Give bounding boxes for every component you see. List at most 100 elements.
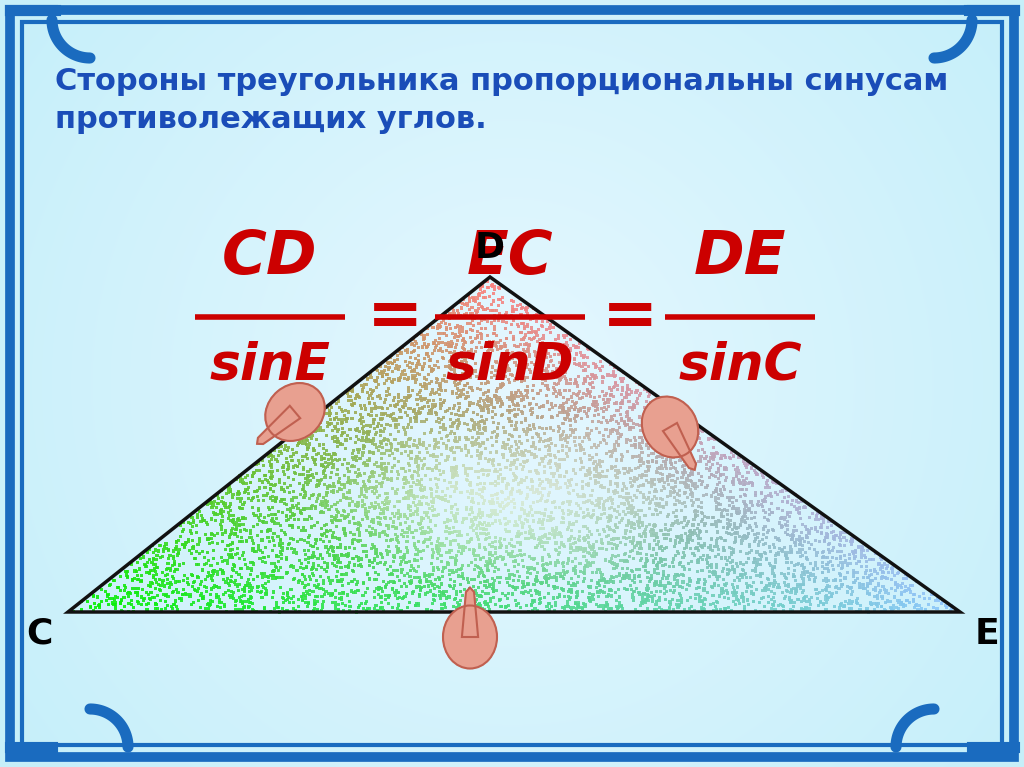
Point	[531, 458, 548, 470]
Point	[908, 575, 925, 588]
Point	[449, 351, 465, 364]
Point	[841, 581, 857, 594]
Point	[634, 431, 650, 443]
Point	[400, 502, 417, 515]
Point	[537, 536, 553, 548]
Point	[334, 427, 350, 439]
Point	[783, 544, 800, 556]
Point	[202, 570, 218, 582]
Point	[847, 546, 863, 558]
Point	[639, 460, 655, 472]
Point	[228, 473, 245, 486]
Point	[127, 565, 143, 578]
Point	[465, 436, 481, 449]
Point	[396, 423, 413, 436]
Point	[148, 598, 165, 611]
Point	[652, 435, 669, 447]
Point	[542, 481, 558, 493]
Point	[417, 588, 433, 600]
Point	[339, 476, 355, 489]
Point	[592, 480, 608, 492]
Point	[585, 452, 601, 464]
Point	[519, 561, 536, 574]
Point	[188, 527, 205, 539]
Point	[371, 581, 387, 594]
Point	[540, 449, 556, 461]
Point	[482, 304, 499, 317]
Point	[837, 599, 853, 611]
Point	[628, 441, 644, 453]
Point	[518, 311, 535, 324]
Point	[837, 527, 853, 539]
Point	[681, 445, 697, 457]
Point	[836, 601, 852, 613]
Point	[532, 486, 549, 499]
Point	[450, 423, 466, 435]
Point	[598, 576, 614, 588]
Point	[269, 530, 286, 542]
Point	[394, 439, 411, 452]
Point	[553, 388, 569, 400]
Point	[749, 569, 765, 581]
Point	[374, 437, 390, 449]
Point	[234, 502, 251, 515]
Point	[785, 570, 802, 582]
Point	[218, 576, 234, 588]
Point	[500, 497, 516, 509]
Point	[633, 442, 649, 454]
Point	[325, 574, 341, 587]
Point	[510, 531, 526, 543]
Point	[720, 522, 736, 534]
Point	[738, 472, 755, 485]
Point	[437, 317, 454, 329]
Point	[741, 502, 758, 515]
Point	[189, 509, 206, 521]
Point	[106, 599, 123, 611]
Point	[854, 561, 870, 573]
Point	[386, 414, 402, 426]
Point	[483, 367, 500, 379]
Point	[468, 511, 484, 523]
Point	[911, 591, 928, 603]
Point	[461, 509, 477, 521]
Point	[669, 568, 685, 581]
Point	[414, 497, 430, 509]
Point	[572, 403, 589, 415]
Point	[489, 492, 506, 505]
Point	[645, 543, 662, 555]
Point	[433, 492, 450, 504]
Point	[752, 535, 768, 548]
Point	[469, 331, 485, 344]
Point	[546, 512, 562, 525]
Point	[443, 501, 460, 513]
Point	[657, 518, 674, 531]
Point	[890, 578, 906, 591]
Point	[636, 489, 652, 501]
Point	[557, 367, 573, 379]
Point	[641, 456, 657, 468]
Point	[528, 327, 545, 339]
Point	[536, 514, 552, 526]
Point	[758, 477, 774, 489]
Point	[474, 402, 490, 414]
Point	[351, 414, 368, 426]
Point	[374, 504, 390, 516]
Point	[598, 448, 614, 460]
Point	[236, 478, 252, 490]
Point	[302, 424, 318, 436]
Point	[344, 474, 360, 486]
Point	[334, 548, 350, 561]
Point	[516, 391, 532, 403]
Point	[296, 570, 312, 582]
Point	[124, 598, 140, 611]
Point	[302, 584, 318, 597]
Point	[241, 482, 257, 494]
Point	[607, 464, 624, 476]
Point	[467, 598, 483, 611]
Point	[243, 557, 259, 569]
Point	[387, 528, 403, 541]
Point	[501, 588, 517, 600]
Point	[334, 484, 350, 496]
Point	[368, 501, 384, 513]
Point	[517, 413, 534, 425]
